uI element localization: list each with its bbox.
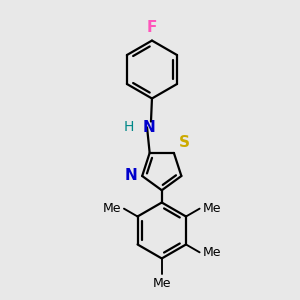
- Text: F: F: [147, 20, 157, 35]
- Text: Me: Me: [202, 246, 221, 259]
- Text: N: N: [142, 120, 155, 135]
- Text: H: H: [124, 120, 134, 134]
- Text: N: N: [124, 169, 137, 184]
- Text: Me: Me: [152, 277, 171, 290]
- Text: Me: Me: [103, 202, 121, 215]
- Text: Me: Me: [202, 202, 221, 215]
- Text: S: S: [179, 135, 190, 150]
